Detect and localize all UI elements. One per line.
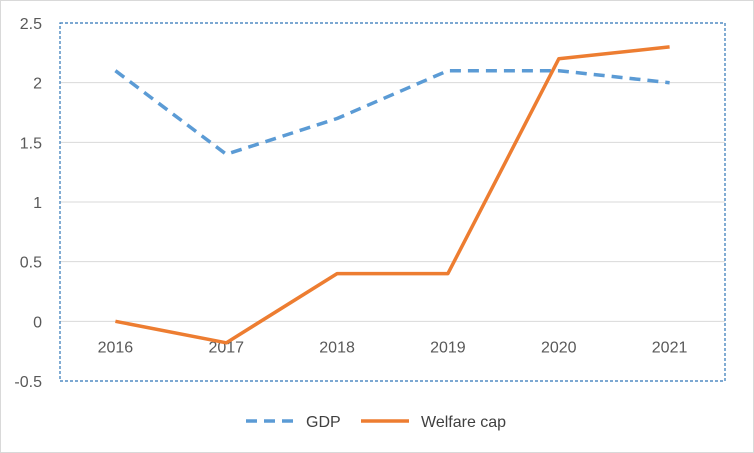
y-tick-label: 2 [33,76,42,93]
y-tick-label: 0 [33,314,42,331]
y-tick-label: 2.5 [20,16,42,33]
x-tick-label: 2018 [319,339,355,356]
legend-label: Welfare cap [421,414,506,431]
y-tick-label: -0.5 [14,374,42,391]
x-tick-label: 2020 [541,339,577,356]
legend-label: GDP [306,414,341,431]
y-tick-label: 1.5 [20,135,42,152]
y-tick-label: 0.5 [20,255,42,272]
x-tick-label: 2016 [98,339,134,356]
series-line-gdp [114,68,670,157]
plot-area-border [59,22,726,382]
x-tick-label: 2021 [652,339,688,356]
y-tick-label: 1 [33,195,42,212]
x-tick-label: 2017 [208,339,244,356]
x-tick-label: 2019 [430,339,466,356]
series-line-welfare-cap [115,45,670,345]
